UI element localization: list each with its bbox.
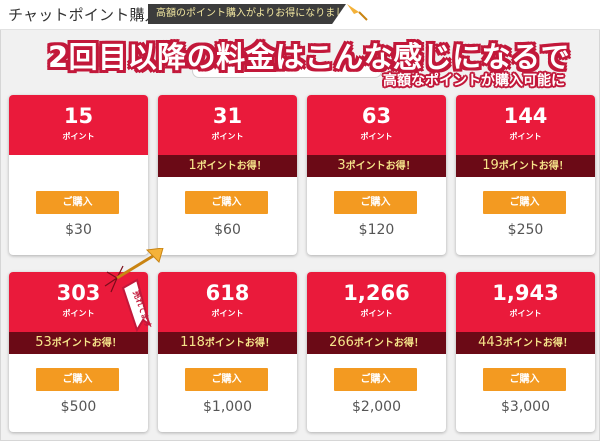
bonus-number: 19 <box>482 158 499 173</box>
price: $250 <box>507 222 544 238</box>
bonus-number: 443 <box>478 335 503 350</box>
bonus-number: 266 <box>329 335 354 350</box>
points-unit: ポイント <box>211 132 244 141</box>
points-value: 63 <box>361 104 392 128</box>
points-unit: ポイント <box>62 309 95 318</box>
bonus-number: 1 <box>188 158 197 173</box>
points-value: 303 <box>56 281 101 305</box>
plan-card-303: 303 ポイント 53ポイントお得！ ご購入 $500 <box>9 272 148 432</box>
buy-button[interactable]: ご購入 <box>483 191 566 214</box>
bonus-label: ポイントお得！ <box>196 161 267 172</box>
price: $500 <box>60 399 97 415</box>
bonus-label: ポイントお得！ <box>345 161 416 172</box>
bonus-label: ポイントお得！ <box>502 338 573 349</box>
plan-header: 1,943 ポイント <box>456 272 595 332</box>
buy-button[interactable]: ご購入 <box>185 368 268 391</box>
plan-header: 144 ポイント <box>456 95 595 155</box>
points-value: 144 <box>503 104 548 128</box>
hot-badge: 売れてます <box>104 248 164 332</box>
bonus-label: ポイントお得！ <box>498 161 569 172</box>
points-unit: ポイント <box>211 309 244 318</box>
points-value: 618 <box>205 281 250 305</box>
bonus-strip: 1ポイントお得！ <box>158 155 297 177</box>
bonus-label: ポイントお得！ <box>51 338 122 349</box>
buy-button[interactable]: ご購入 <box>334 191 417 214</box>
pin-icon <box>347 4 368 21</box>
points-unit: ポイント <box>360 309 393 318</box>
bonus-strip: 19ポイントお得！ <box>456 155 595 177</box>
plan-header: 1,266 ポイント <box>307 272 446 332</box>
points-value: 1,943 <box>492 281 559 305</box>
bonus-strip: 118ポイントお得！ <box>158 332 297 354</box>
plan-card-1266: 1,266 ポイント 266ポイントお得！ ご購入 $2,000 <box>307 272 446 432</box>
points-value: 15 <box>63 104 94 128</box>
price: $3,000 <box>501 399 550 415</box>
overlay-subline: 高額なポイントが購入可能に <box>383 73 565 89</box>
points-unit: ポイント <box>62 132 95 141</box>
plan-header: 618 ポイント <box>158 272 297 332</box>
buy-button[interactable]: ご購入 <box>36 368 119 391</box>
bonus-strip: 53ポイントお得！ <box>9 332 148 354</box>
buy-button[interactable]: ご購入 <box>185 191 268 214</box>
buy-button[interactable]: ご購入 <box>36 191 119 214</box>
bonus-strip: 266ポイントお得！ <box>307 332 446 354</box>
overlay-headline: 2回目以降の料金はこんな感じになるで <box>48 40 571 74</box>
plan-card-1943: 1,943 ポイント 443ポイントお得！ ご購入 $3,000 <box>456 272 595 432</box>
points-unit: ポイント <box>360 132 393 141</box>
bonus-strip: 443ポイントお得！ <box>456 332 595 354</box>
plan-header: 15 ポイント <box>9 95 148 155</box>
plan-card-63: 63 ポイント 3ポイントお得！ ご購入 $120 <box>307 95 446 255</box>
price: $2,000 <box>352 399 401 415</box>
page-title: チャットポイント購入 <box>8 6 160 24</box>
points-value: 1,266 <box>343 281 410 305</box>
search-pill <box>192 64 382 78</box>
plan-header: 31 ポイント <box>158 95 297 155</box>
bonus-number: 118 <box>180 335 205 350</box>
plan-card-31: 31 ポイント 1ポイントお得！ ご購入 $60 <box>158 95 297 255</box>
bonus-label: ポイントお得！ <box>204 338 275 349</box>
price: $1,000 <box>203 399 252 415</box>
plan-card-15: 15 ポイント ご購入 $30 <box>9 95 148 255</box>
top-bar: チャットポイント購入 高額のポイント購入がよりお得になりました！ <box>0 0 600 30</box>
bonus-number: 53 <box>35 335 52 350</box>
points-unit: ポイント <box>509 132 542 141</box>
price: $30 <box>65 222 92 238</box>
buy-button[interactable]: ご購入 <box>483 368 566 391</box>
bonus-number: 3 <box>337 158 346 173</box>
buy-button[interactable]: ご購入 <box>334 368 417 391</box>
points-value: 31 <box>212 104 243 128</box>
plan-header: 303 ポイント <box>9 272 148 332</box>
promo-banner: 高額のポイント購入がよりお得になりました！ <box>148 4 346 24</box>
plan-header: 63 ポイント <box>307 95 446 155</box>
points-unit: ポイント <box>509 309 542 318</box>
price: $60 <box>214 222 241 238</box>
bonus-label: ポイントお得！ <box>353 338 424 349</box>
bonus-strip: 3ポイントお得！ <box>307 155 446 177</box>
price: $120 <box>358 222 395 238</box>
plan-card-618: 618 ポイント 118ポイントお得！ ご購入 $1,000 <box>158 272 297 432</box>
plan-card-144: 144 ポイント 19ポイントお得！ ご購入 $250 <box>456 95 595 255</box>
